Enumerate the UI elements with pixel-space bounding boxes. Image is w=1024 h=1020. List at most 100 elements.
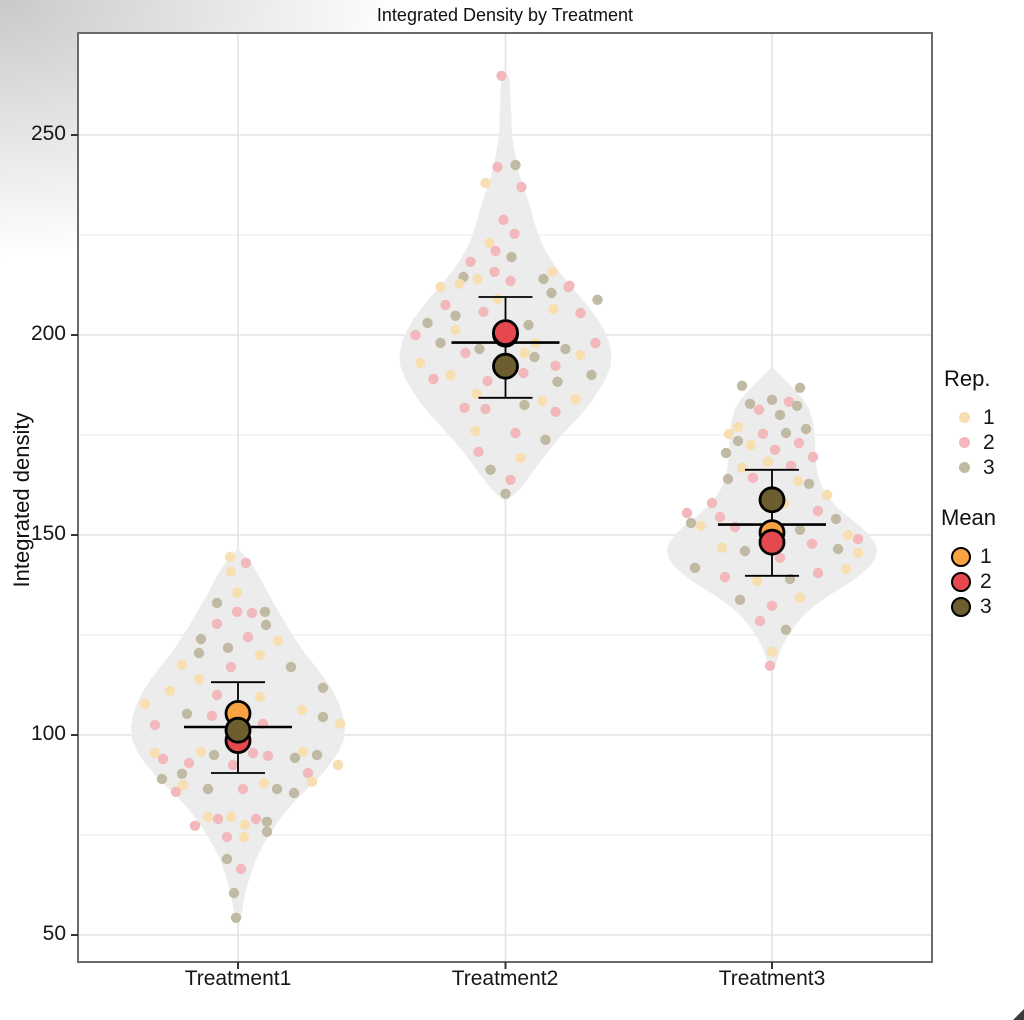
jitter-point-rep1 <box>435 281 446 293</box>
jitter-point-rep2 <box>428 373 439 385</box>
jitter-point-rep3 <box>285 661 297 673</box>
jitter-point-rep3 <box>195 633 207 645</box>
jitter-point-rep3 <box>485 464 496 475</box>
jitter-point-rep1 <box>415 357 426 369</box>
jitter-point-rep2 <box>575 307 586 319</box>
jitter-point-rep2 <box>262 750 274 761</box>
jitter-point-rep3 <box>780 427 792 439</box>
jitter-point-rep2 <box>211 618 223 629</box>
jitter-point-rep3 <box>500 488 511 499</box>
rep1-swatch-icon <box>959 412 970 423</box>
jitter-point-rep3 <box>230 912 242 923</box>
jitter-point-rep1 <box>732 421 744 433</box>
legend-rep-item-3: 3 <box>944 455 995 480</box>
jitter-point-rep3 <box>794 382 806 393</box>
legend-mean-title: Mean <box>941 505 997 530</box>
jitter-point-rep1 <box>821 489 833 501</box>
jitter-point-rep1 <box>484 237 495 249</box>
jitter-point-rep2 <box>806 538 818 549</box>
y-tick-label-250: 250 <box>30 122 66 145</box>
mean2-swatch-icon <box>951 571 971 592</box>
jitter-point-rep1 <box>445 369 456 381</box>
jitter-point-rep2 <box>225 661 237 673</box>
jitter-point-rep3 <box>289 752 301 763</box>
jitter-point-rep2 <box>550 360 561 371</box>
jitter-point-rep2 <box>478 306 489 317</box>
jitter-point-rep2 <box>498 214 509 225</box>
jitter-point-rep1 <box>515 452 526 463</box>
jitter-point-rep2 <box>490 245 501 257</box>
jitter-point-rep2 <box>706 497 718 509</box>
jitter-point-rep1 <box>225 811 237 823</box>
jitter-point-rep3 <box>832 543 844 555</box>
mean-point-rep2 <box>492 319 519 347</box>
legend-mean-label-3: 3 <box>980 594 992 618</box>
jitter-point-rep2 <box>459 402 470 413</box>
jitter-point-rep3 <box>794 524 806 535</box>
jitter-point-rep1 <box>238 831 250 843</box>
jitter-point-rep2 <box>302 767 314 779</box>
jitter-point-rep1 <box>480 177 491 189</box>
jitter-point-rep1 <box>570 393 581 405</box>
jitter-point-rep3 <box>261 826 273 837</box>
jitter-point-rep1 <box>258 777 270 789</box>
jitter-point-rep2 <box>221 831 233 843</box>
jitter-point-rep3 <box>774 409 786 421</box>
jitter-point-rep3 <box>506 251 517 263</box>
jitter-point-rep3 <box>830 513 842 525</box>
jitter-point-rep3 <box>592 294 603 305</box>
jitter-point-rep1 <box>139 698 151 709</box>
legend-rep: Rep. 1 2 3 <box>944 366 995 480</box>
jitter-point-rep3 <box>510 159 521 171</box>
mean3-swatch-icon <box>951 596 971 617</box>
x-tick-label-treatment2: Treatment2 <box>451 967 559 990</box>
jitter-point-rep2 <box>240 557 252 569</box>
jitter-point-rep2 <box>246 607 258 619</box>
jitter-point-rep2 <box>440 299 451 311</box>
jitter-point-rep1 <box>716 542 728 553</box>
jitter-point-rep1 <box>239 819 251 831</box>
jitter-point-rep3 <box>208 749 220 761</box>
jitter-point-rep2 <box>510 427 521 439</box>
y-axis-title: Integrated density <box>9 412 34 588</box>
jitter-point-rep2 <box>719 571 731 583</box>
y-tick-label-200: 200 <box>30 322 66 345</box>
jitter-point-rep2 <box>211 689 223 701</box>
jitter-point-rep3 <box>221 853 233 865</box>
jitter-point-rep3 <box>552 376 563 387</box>
jitter-point-rep3 <box>689 562 701 573</box>
jitter-point-rep2 <box>852 533 864 545</box>
jitter-point-rep1 <box>794 592 806 603</box>
y-tick-label-150: 150 <box>30 522 66 545</box>
mean-point-rep3 <box>224 716 252 744</box>
jitter-point-rep2 <box>231 606 243 617</box>
jitter-point-rep2 <box>774 552 786 563</box>
jitter-point-rep1 <box>842 529 854 541</box>
jitter-point-rep2 <box>247 747 259 759</box>
jitter-point-rep2 <box>564 280 575 291</box>
desktop-corner <box>1013 1009 1024 1020</box>
legend-mean-label-2: 2 <box>980 569 992 593</box>
jitter-point-rep2 <box>757 428 769 439</box>
jitter-point-rep3 <box>546 287 557 299</box>
jitter-point-rep2 <box>227 759 239 771</box>
chart-title: Integrated Density by Treatment <box>376 5 634 25</box>
jitter-point-rep3 <box>722 473 734 485</box>
legend-rep-label-2: 2 <box>983 430 995 454</box>
jitter-point-rep3 <box>261 816 273 827</box>
jitter-point-rep1 <box>723 428 735 439</box>
jitter-point-rep3 <box>311 749 323 761</box>
jitter-point-rep1 <box>177 779 189 791</box>
jitter-point-rep3 <box>193 647 205 659</box>
legend-rep-label-1: 1 <box>983 405 995 429</box>
jitter-point-rep1 <box>471 388 482 399</box>
jitter-point-rep2 <box>807 451 819 463</box>
jitter-point-rep2 <box>590 337 601 349</box>
jitter-point-rep1 <box>519 347 530 359</box>
jitter-point-rep1 <box>450 324 461 335</box>
jitter-point-rep3 <box>317 682 329 693</box>
x-tick-label-treatment3: Treatment3 <box>718 967 826 990</box>
jitter-point-rep1 <box>751 575 763 587</box>
jitter-point-rep2 <box>754 615 766 627</box>
jitter-point-rep1 <box>548 303 559 315</box>
